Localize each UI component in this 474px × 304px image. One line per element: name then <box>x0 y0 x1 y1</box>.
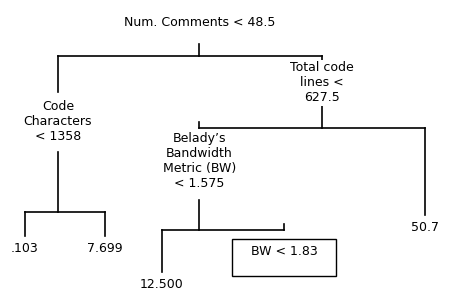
Text: 50.7: 50.7 <box>411 221 439 234</box>
Text: 12.500: 12.500 <box>140 278 183 291</box>
Text: Belady’s
Bandwidth
Metric (BW)
< 1.575: Belady’s Bandwidth Metric (BW) < 1.575 <box>163 132 236 190</box>
Text: Total code
lines <
627.5: Total code lines < 627.5 <box>290 61 354 104</box>
Text: 7.699: 7.699 <box>87 242 123 255</box>
FancyBboxPatch shape <box>232 239 336 275</box>
Text: .103: .103 <box>11 242 39 255</box>
Text: BW < 1.83: BW < 1.83 <box>251 245 318 258</box>
Text: Num. Comments < 48.5: Num. Comments < 48.5 <box>124 16 275 29</box>
Text: Code
Characters
< 1358: Code Characters < 1358 <box>24 100 92 143</box>
